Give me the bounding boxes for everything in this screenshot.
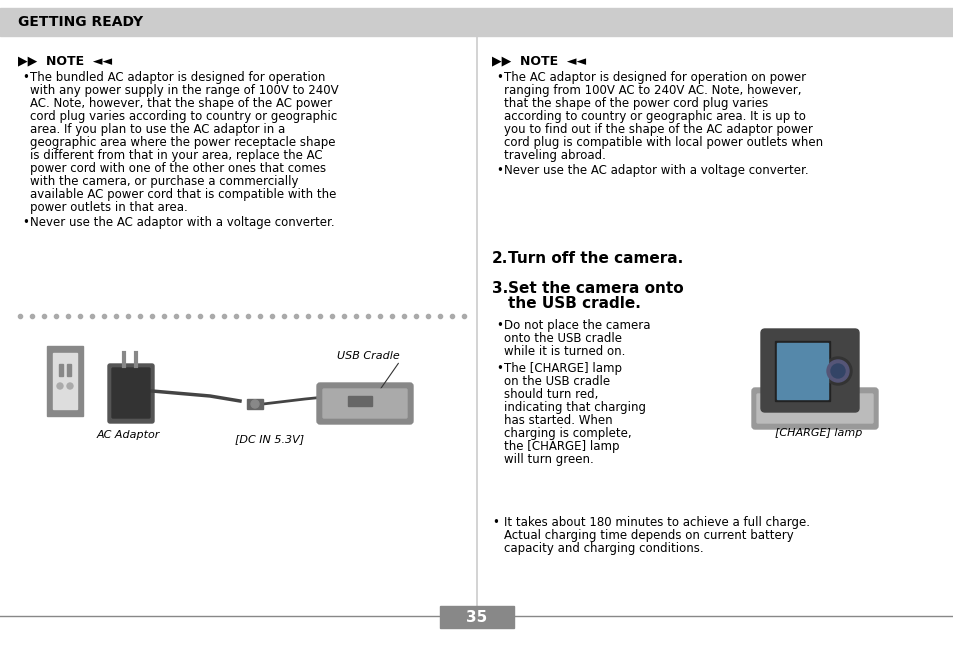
Text: The [CHARGE] lamp: The [CHARGE] lamp (503, 362, 621, 375)
Text: •: • (22, 216, 29, 229)
Bar (67, 364, 71, 376)
Text: onto the USB cradle: onto the USB cradle (503, 332, 621, 345)
Text: on the USB cradle: on the USB cradle (503, 375, 610, 388)
Text: Turn off the camera.: Turn off the camera. (507, 251, 682, 266)
FancyBboxPatch shape (323, 389, 407, 418)
Text: [DC IN 5.3V]: [DC IN 5.3V] (235, 434, 304, 444)
Bar (776, 343, 827, 399)
Text: It takes about 180 minutes to achieve a full charge.: It takes about 180 minutes to achieve a … (503, 516, 809, 529)
Text: cord plug is compatible with local power outlets when: cord plug is compatible with local power… (503, 136, 822, 149)
Circle shape (251, 400, 258, 408)
Text: should turn red,: should turn red, (503, 388, 598, 401)
Text: cord plug varies according to country or geographic: cord plug varies according to country or… (30, 110, 337, 123)
Text: available AC power cord that is compatible with the: available AC power cord that is compatib… (30, 188, 336, 201)
Text: indicating that charging: indicating that charging (503, 401, 645, 414)
Text: geographic area where the power receptacle shape: geographic area where the power receptac… (30, 136, 335, 149)
Text: capacity and charging conditions.: capacity and charging conditions. (503, 542, 703, 555)
Text: •: • (496, 362, 502, 375)
Text: The AC adaptor is designed for operation on power: The AC adaptor is designed for operation… (503, 71, 805, 84)
Text: •: • (492, 516, 498, 529)
Bar (53, 353, 77, 409)
Text: •: • (22, 71, 29, 84)
Text: [CHARGE] lamp: [CHARGE] lamp (774, 428, 862, 438)
Bar (247, 399, 263, 409)
Text: while it is turned on.: while it is turned on. (503, 345, 625, 358)
Text: the [CHARGE] lamp: the [CHARGE] lamp (503, 440, 618, 453)
Bar (59, 364, 63, 376)
Text: ▶▶  NOTE  ◄◄: ▶▶ NOTE ◄◄ (492, 54, 585, 67)
Bar (0, 8, 953, 36)
Text: with any power supply in the range of 100V to 240V: with any power supply in the range of 10… (30, 84, 338, 97)
Circle shape (826, 360, 848, 382)
Text: according to country or geographic area. It is up to: according to country or geographic area.… (503, 110, 805, 123)
Text: •: • (496, 164, 502, 177)
FancyBboxPatch shape (108, 364, 153, 423)
Bar (439, 606, 514, 628)
Text: 3.: 3. (492, 281, 508, 296)
Text: charging is complete,: charging is complete, (503, 427, 631, 440)
FancyBboxPatch shape (316, 383, 413, 424)
Text: with the camera, or purchase a commercially: with the camera, or purchase a commercia… (30, 175, 298, 188)
Text: AC. Note, however, that the shape of the AC power: AC. Note, however, that the shape of the… (30, 97, 332, 110)
Text: that the shape of the power cord plug varies: that the shape of the power cord plug va… (503, 97, 767, 110)
FancyBboxPatch shape (760, 329, 858, 412)
Circle shape (67, 383, 73, 389)
Text: you to find out if the shape of the AC adaptor power: you to find out if the shape of the AC a… (503, 123, 812, 136)
Text: ▶▶  NOTE  ◄◄: ▶▶ NOTE ◄◄ (18, 54, 112, 67)
Text: Actual charging time depends on current battery: Actual charging time depends on current … (503, 529, 793, 542)
Text: the USB cradle.: the USB cradle. (507, 296, 640, 311)
Bar (774, 341, 829, 401)
Text: has started. When: has started. When (503, 414, 612, 427)
Text: AC Adaptor: AC Adaptor (96, 430, 159, 440)
Text: is different from that in your area, replace the AC: is different from that in your area, rep… (30, 149, 322, 162)
Text: traveling abroad.: traveling abroad. (503, 149, 605, 162)
Text: •: • (496, 319, 502, 332)
Circle shape (830, 364, 844, 378)
Text: USB Cradle: USB Cradle (337, 351, 399, 361)
Text: Do not place the camera: Do not place the camera (503, 319, 650, 332)
Text: ranging from 100V AC to 240V AC. Note, however,: ranging from 100V AC to 240V AC. Note, h… (503, 84, 801, 97)
Text: power cord with one of the other ones that comes: power cord with one of the other ones th… (30, 162, 326, 175)
Text: will turn green.: will turn green. (503, 453, 593, 466)
FancyBboxPatch shape (751, 388, 877, 429)
Text: Set the camera onto: Set the camera onto (507, 281, 683, 296)
Text: Never use the AC adaptor with a voltage converter.: Never use the AC adaptor with a voltage … (30, 216, 335, 229)
Circle shape (823, 357, 851, 385)
FancyBboxPatch shape (757, 394, 872, 423)
Circle shape (57, 383, 63, 389)
Text: power outlets in that area.: power outlets in that area. (30, 201, 188, 214)
Text: area. If you plan to use the AC adaptor in a: area. If you plan to use the AC adaptor … (30, 123, 285, 136)
FancyBboxPatch shape (112, 368, 150, 418)
Text: •: • (496, 71, 502, 84)
Text: Never use the AC adaptor with a voltage converter.: Never use the AC adaptor with a voltage … (503, 164, 808, 177)
Text: 2.: 2. (492, 251, 508, 266)
Text: 35: 35 (466, 610, 487, 625)
Text: GETTING READY: GETTING READY (18, 15, 143, 29)
Bar (348, 396, 372, 406)
Text: The bundled AC adaptor is designed for operation: The bundled AC adaptor is designed for o… (30, 71, 325, 84)
Bar (47, 346, 83, 416)
